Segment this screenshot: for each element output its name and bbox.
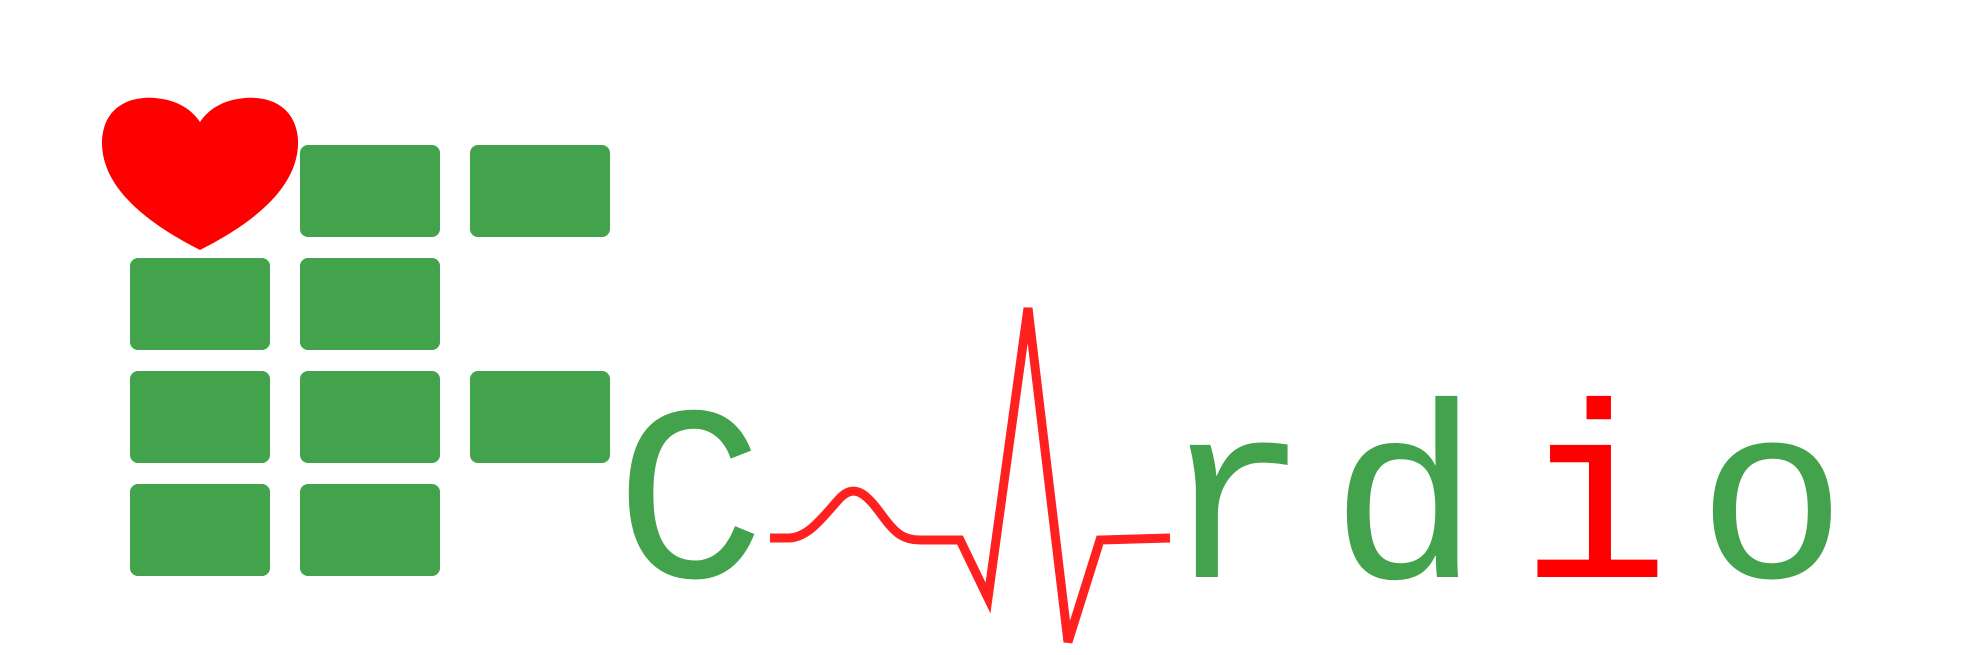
logo-wordmark: C r d i o	[615, 370, 1847, 653]
grid-block	[300, 484, 440, 576]
heartbeat-pulse-icon	[770, 307, 1171, 644]
grid-block	[300, 145, 440, 237]
logo-letter-c: C	[615, 370, 765, 653]
grid-block	[470, 145, 610, 237]
if-grid-blocks-icon	[130, 145, 610, 576]
logo-letter-i: i	[1520, 370, 1670, 653]
grid-block	[130, 258, 270, 350]
logo-letter-d: d	[1330, 370, 1480, 653]
logo-letter-r: r	[1160, 370, 1310, 653]
grid-block	[300, 371, 440, 463]
grid-block	[300, 258, 440, 350]
heart-icon	[101, 97, 299, 251]
grid-block	[130, 484, 270, 576]
grid-block	[130, 371, 270, 463]
grid-block	[470, 371, 610, 463]
logo-letter-o: o	[1697, 370, 1847, 653]
